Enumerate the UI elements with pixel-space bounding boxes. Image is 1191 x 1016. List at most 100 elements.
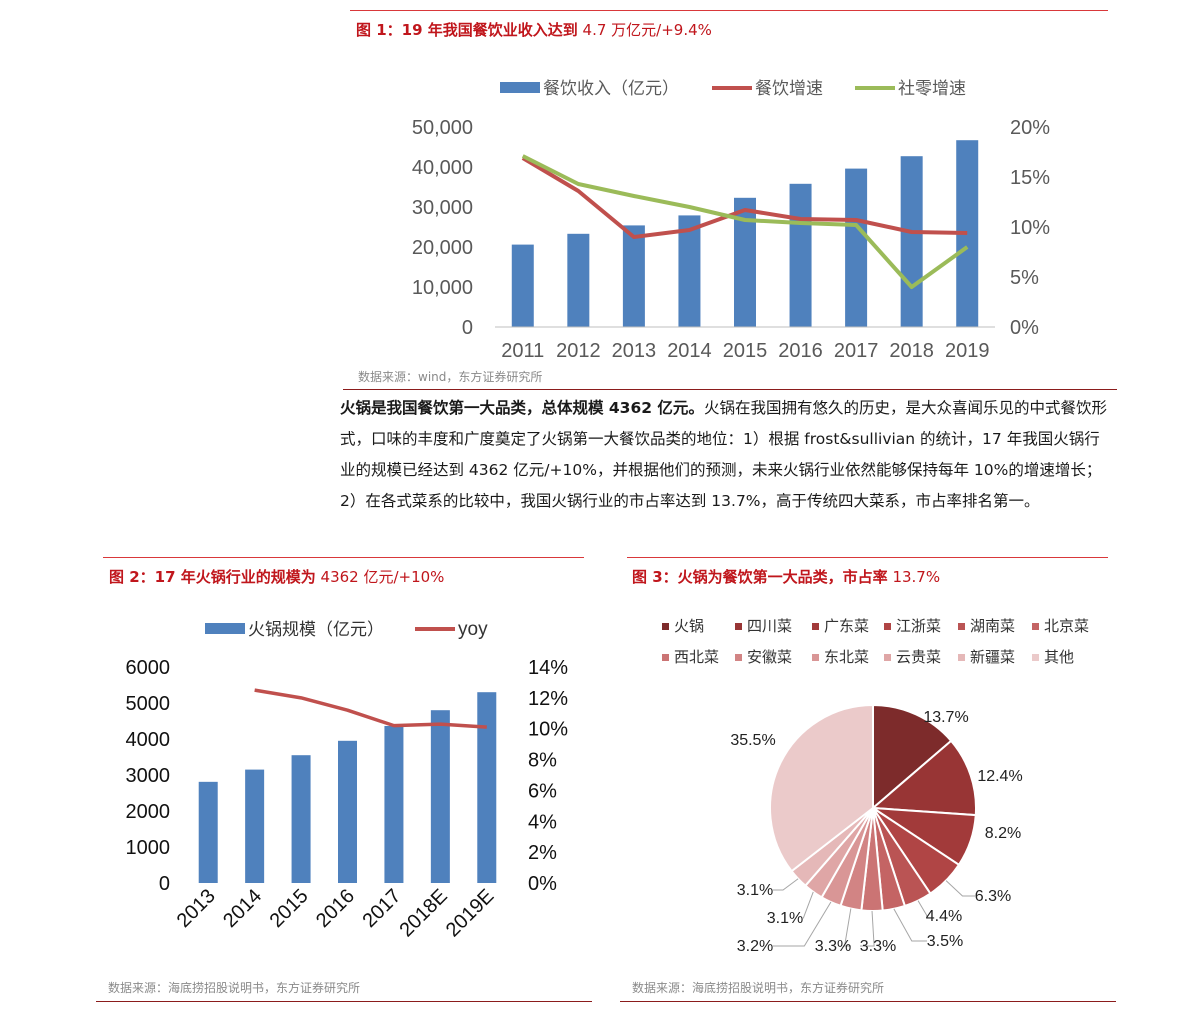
fig3-leader-line xyxy=(802,891,814,919)
fig2-right-tick: 10% xyxy=(528,719,568,741)
fig3-value-label: 6.3% xyxy=(975,888,1011,905)
fig1-x-tick: 2011 xyxy=(501,340,544,362)
fig2-bar xyxy=(430,710,450,883)
fig3-value-label: 3.3% xyxy=(860,938,896,955)
fig2-right-tick: 4% xyxy=(528,811,557,833)
fig1-legend-swatch xyxy=(500,82,540,93)
fig1-legend: 餐饮收入（亿元） 餐饮增速 社零增速 xyxy=(500,79,966,98)
fig2-source: 数据来源：海底捞招股说明书，东方证券研究所 xyxy=(108,981,361,995)
fig1-bar xyxy=(845,168,868,327)
fig1-left-tick: 50,000 xyxy=(412,117,473,139)
fig2-right-tick: 6% xyxy=(528,780,557,802)
fig1-x-tick: 2018 xyxy=(889,340,934,362)
fig2-legend-swatch xyxy=(205,623,245,634)
fig3-legend-label: 江浙菜 xyxy=(896,618,941,635)
fig2-bar xyxy=(245,769,265,883)
fig1-title-thin: 4.7 万亿元/+9.4% xyxy=(577,21,712,39)
fig2-x-tick: 2015 xyxy=(266,885,313,932)
fig1-bar xyxy=(622,225,645,327)
fig3-value-label: 3.1% xyxy=(767,910,803,927)
fig1-top-rule xyxy=(350,10,1108,11)
fig1-x-tick: 2019 xyxy=(945,340,990,362)
fig3-value-label: 3.1% xyxy=(737,882,773,899)
fig1-line-retail-growth xyxy=(521,154,969,289)
fig2-chart: 火锅规模（亿元） yoy 0 1000 2000 3000 4000 5000 6000 0% 2… xyxy=(126,619,569,941)
fig1-right-tick: 10% xyxy=(1010,217,1050,239)
fig1-bar xyxy=(678,215,701,327)
fig1-right-tick: 15% xyxy=(1010,167,1050,189)
fig3-leader-line xyxy=(773,878,799,891)
fig3-leader-line xyxy=(860,910,875,947)
fig2-bar xyxy=(198,781,218,883)
fig3-legend-swatch xyxy=(1032,654,1039,661)
fig2-left-tick: 3000 xyxy=(126,765,171,787)
fig3-top-rule xyxy=(627,557,1108,558)
fig2-x-tick: 2016 xyxy=(312,885,359,932)
fig1-legend-label: 社零增速 xyxy=(898,79,966,98)
fig2-bar xyxy=(291,755,311,883)
fig3-title-bold: 图 3：火锅为餐饮第一大品类，市占率 xyxy=(632,568,888,586)
fig3-source: 数据来源：海底捞招股说明书，东方证券研究所 xyxy=(632,981,885,995)
fig3-value-label: 12.4% xyxy=(977,768,1022,785)
fig3-legend-swatch xyxy=(735,623,742,630)
fig3-slice xyxy=(769,703,874,873)
fig3-leader-line xyxy=(917,900,928,917)
fig1-left-tick: 20,000 xyxy=(412,237,473,259)
fig1-x-tick: 2015 xyxy=(723,340,768,362)
fig2-line-yoy xyxy=(254,688,487,729)
fig3-legend-swatch xyxy=(884,654,891,661)
fig3-legend-label: 西北菜 xyxy=(674,649,719,666)
fig3-value-label: 8.2% xyxy=(985,825,1021,842)
fig1-bar xyxy=(567,233,590,327)
fig2-top-rule xyxy=(103,557,584,558)
fig3-slice xyxy=(870,739,977,817)
fig3-bottom-rule xyxy=(620,1001,1116,1002)
fig3-value-label: 13.7% xyxy=(923,709,968,726)
fig1-legend-label: 餐饮增速 xyxy=(755,79,823,98)
fig1-x-tick: 2012 xyxy=(556,340,601,362)
fig3-slice xyxy=(872,703,953,811)
fig2-right-tick: 12% xyxy=(528,688,568,710)
fig3-leader-line xyxy=(893,908,927,942)
fig1-right-tick: 20% xyxy=(1010,117,1050,139)
fig3-value-label: 3.2% xyxy=(737,938,773,955)
fig1-bar xyxy=(956,140,979,327)
fig2-left-tick: 4000 xyxy=(126,729,171,751)
fig1-bar xyxy=(734,197,756,327)
fig3-title-thin: 13.7% xyxy=(887,568,941,586)
fig1-left-tick: 10,000 xyxy=(412,277,473,299)
body-paragraph: 火锅是我国餐饮第一大品类，总体规模 4362 亿元。火锅在我国拥有悠久的历史，是… xyxy=(340,393,1110,517)
fig1-left-tick: 30,000 xyxy=(412,197,473,219)
fig3-value-label: 3.5% xyxy=(927,933,963,950)
fig1-bottom-rule xyxy=(343,389,1117,390)
fig2-x-tick: 2018E xyxy=(395,885,451,941)
fig1-x-tick: 2014 xyxy=(667,340,712,362)
fig2-left-tick: 5000 xyxy=(126,693,171,715)
fig2-bar xyxy=(384,725,404,883)
fig2-left-tick: 1000 xyxy=(126,837,171,859)
fig3-legend-label: 其他 xyxy=(1044,649,1074,666)
fig2-left-tick: 6000 xyxy=(126,657,171,679)
fig1-bar xyxy=(900,156,923,327)
fig3-legend-swatch xyxy=(662,623,669,630)
fig2-right-tick: 0% xyxy=(528,873,557,895)
fig3-title: 图 3：火锅为餐饮第一大品类，市占率 13.7% xyxy=(632,566,940,587)
fig2-title: 图 2：17 年火锅行业的规模为 4362 亿元/+10% xyxy=(109,566,444,587)
fig1-title: 图 1：19 年我国餐饮业收入达到 4.7 万亿元/+9.4% xyxy=(356,19,712,40)
fig2-x-tick: 2014 xyxy=(219,885,266,932)
fig1-left-tick: 40,000 xyxy=(412,157,473,179)
paragraph-text: 火锅在我国拥有悠久的历史，是大众喜闻乐见的中式餐饮形式，口味的丰度和广度奠定了火… xyxy=(340,399,1107,510)
fig1-bar xyxy=(789,183,812,327)
fig1-source: 数据来源：wind，东方证券研究所 xyxy=(358,370,543,384)
fig3-legend-label: 广东菜 xyxy=(824,618,869,635)
fig2-title-thin: 4362 亿元/+10% xyxy=(315,568,445,586)
fig1-x-tick: 2017 xyxy=(834,340,879,362)
fig1-legend-label: 餐饮收入（亿元） xyxy=(543,79,679,98)
fig2-bar xyxy=(477,692,497,883)
fig2-legend: 火锅规模（亿元） yoy xyxy=(205,619,488,640)
fig3-value-label: 35.5% xyxy=(730,732,775,749)
fig1-title-bold: 图 1：19 年我国餐饮业收入达到 xyxy=(356,21,578,39)
fig3-legend-label: 新疆菜 xyxy=(970,649,1015,666)
fig2-bottom-rule xyxy=(96,1001,592,1002)
